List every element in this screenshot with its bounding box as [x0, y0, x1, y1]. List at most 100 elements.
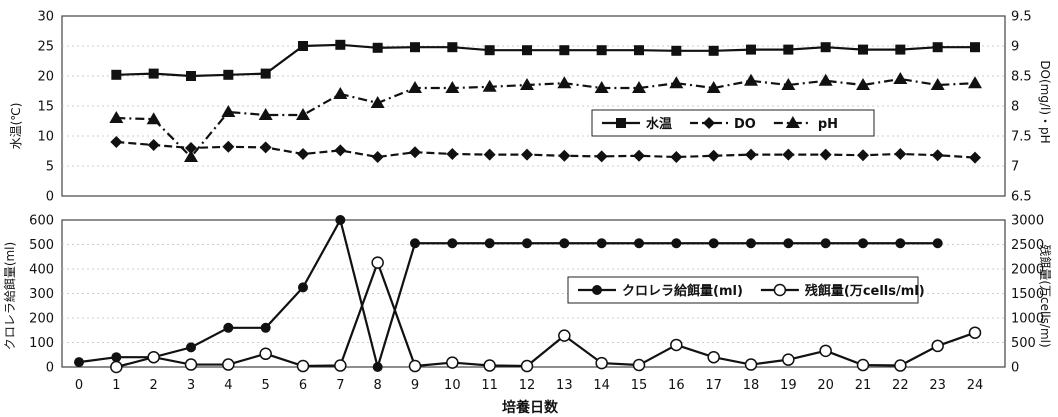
top-chart-series-2-point: [969, 151, 981, 164]
bottom-chart-series-2-point: [184, 358, 198, 371]
top-chart-series-3-point: [221, 105, 236, 117]
top-chart-series-3-point: [968, 76, 982, 89]
top-chart-y2-tick-label: 9: [1011, 40, 1019, 55]
top-chart-y2-tick-label: 7: [1011, 160, 1019, 175]
top-chart-series-3-point: [856, 78, 870, 90]
top-chart-series-1-point: [260, 68, 271, 79]
top-chart-series-3-point: [109, 111, 124, 123]
bottom-chart-series-1-point: [858, 238, 868, 249]
top-chart-legend-label-1: 水温: [646, 116, 672, 132]
bottom-chart-series-1-point: [522, 238, 532, 249]
bottom-chart-y-axis-title: クロレラ給餌量(ml): [2, 242, 17, 350]
top-chart-series-2-point: [633, 149, 645, 162]
bottom-chart-series-1-point: [671, 238, 682, 249]
top-chart-legend-marker-1: [616, 118, 626, 128]
top-chart-series-2-point: [371, 151, 384, 163]
top-chart-series-1-point: [634, 45, 644, 56]
bottom-chart-series-2-point: [259, 347, 272, 361]
bottom-chart-series-1-point: [484, 238, 495, 249]
top-chart-series-1-point: [596, 45, 607, 56]
bottom-chart-y-tick-label: 0: [46, 361, 54, 376]
bottom-chart-x-tick-label: 15: [631, 378, 648, 393]
bottom-chart-series-2-point: [147, 350, 160, 364]
top-chart-y2-axis-title: DO(mg/l)・pH: [1038, 60, 1052, 143]
top-chart-series-3-point: [818, 73, 833, 86]
bottom-chart-x-tick-label: 2: [150, 378, 158, 393]
bottom-chart-series-1-point: [223, 322, 234, 333]
bottom-chart-y-tick-label: 300: [29, 287, 54, 302]
top-chart-series-1-point: [410, 42, 420, 53]
bottom-chart-y2-tick-label: 3000: [1011, 214, 1044, 229]
top-chart-series-3-point: [258, 108, 273, 120]
bottom-chart-x-tick-label: 8: [374, 378, 382, 393]
bottom-chart-y-tick-label: 400: [29, 263, 54, 278]
bottom-chart-series-1-point: [186, 342, 196, 353]
bottom-chart-y2-tick-label: 1500: [1011, 287, 1044, 302]
top-chart-series-3-point: [408, 81, 422, 93]
bottom-chart-x-tick-label: 4: [224, 378, 232, 393]
bottom-chart-y-tick-label: 100: [29, 336, 54, 351]
top-chart-series-1-point: [970, 42, 980, 53]
top-chart-legend-marker-2: [703, 117, 716, 129]
bottom-chart-y2-tick-label: 1000: [1011, 312, 1044, 327]
bottom-chart-series-2-point: [446, 356, 459, 369]
top-chart-series-1-point: [186, 71, 196, 81]
top-chart-series-1-point: [111, 69, 122, 80]
top-chart-y-tick-label: 15: [37, 100, 54, 115]
bottom-chart-legend-label-2: 残餌量(万cells/ml): [805, 283, 925, 299]
top-chart-series-3-point: [706, 81, 721, 93]
bottom-chart-series-2-point: [894, 359, 907, 372]
top-chart-series-3-line: [116, 77, 976, 159]
top-chart-y2-tick-label: 8: [1011, 100, 1019, 115]
top-chart-series-2-point: [446, 148, 459, 160]
top-chart-series-1-point: [298, 41, 308, 51]
top-chart-y-tick-label: 30: [37, 10, 54, 25]
top-chart-series-3-point: [184, 150, 198, 162]
bottom-chart-series-1-point: [820, 238, 831, 249]
bottom-chart-series-1-point: [634, 238, 644, 249]
bottom-chart-x-tick-label: 7: [336, 378, 344, 393]
top-chart-series-1-point: [820, 42, 831, 53]
bottom-chart-y2-tick-label: 0: [1011, 361, 1019, 376]
bottom-chart-series-1-line: [78, 217, 938, 372]
bottom-chart-y-tick-label: 500: [29, 238, 54, 253]
bottom-chart-x-tick-label: 16: [668, 378, 685, 393]
top-chart-series-1-point: [708, 45, 719, 56]
top-chart-series-3-point: [781, 78, 796, 90]
top-chart-y2-tick-label: 7.5: [1011, 130, 1032, 145]
top-chart-series-1-point: [932, 42, 943, 53]
bottom-chart-y2-axis-title: 残餌量(万cells/ml): [1038, 244, 1053, 347]
bottom-chart-x-tick-label: 9: [411, 378, 419, 393]
top-chart-y-tick-label: 10: [37, 130, 54, 145]
bottom-chart-x-tick-label: 13: [556, 378, 573, 393]
top-chart-series-1-line: [116, 43, 975, 78]
top-chart-series-3-point: [893, 72, 908, 84]
bottom-chart-series-2-point: [520, 359, 534, 373]
top-chart-series-1-point: [746, 44, 756, 55]
bottom-chart-x-tick-label: 6: [299, 378, 307, 393]
top-chart-series-3-point: [370, 96, 385, 108]
top-chart-series-1-point: [783, 44, 794, 55]
top-chart-y-tick-label: 25: [37, 40, 54, 55]
top-chart-y-tick-label: 5: [46, 160, 54, 175]
top-chart-y-tick-label: 0: [46, 190, 54, 205]
bottom-chart-x-tick-label: 22: [892, 378, 909, 393]
bottom-chart-series-2-point: [744, 358, 758, 371]
top-chart-series-2-point: [222, 140, 235, 153]
top-chart-series-1-point: [335, 39, 346, 50]
top-chart-legend-label-3: pH: [818, 117, 838, 132]
bottom-chart-series-2-point: [819, 344, 832, 358]
top-chart-y-tick-label: 20: [37, 70, 54, 85]
top-chart-series-1-point: [447, 42, 458, 53]
top-chart-series-1-point: [223, 69, 234, 80]
top-chart-series-3-point: [930, 78, 945, 90]
bottom-chart-series-1-point: [410, 238, 420, 249]
top-chart-series-2-point: [595, 150, 608, 163]
bottom-chart-x-tick-label: 10: [444, 378, 461, 393]
bottom-chart-series-2-point: [371, 256, 384, 269]
top-chart-series-1-point: [559, 45, 570, 56]
top-chart-series-2-point: [297, 148, 309, 160]
top-chart-y2-tick-label: 6.5: [1011, 190, 1032, 205]
